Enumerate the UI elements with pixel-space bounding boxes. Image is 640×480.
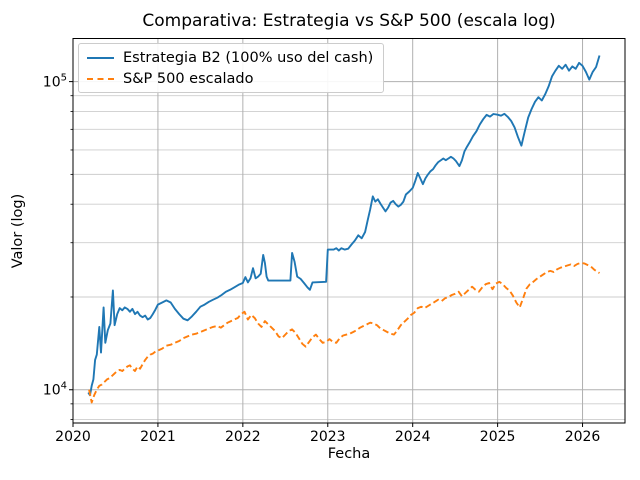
series-line-strategy <box>87 55 601 397</box>
x-tick-label: 2023 <box>310 429 346 445</box>
x-tick-label: 2024 <box>395 429 431 445</box>
legend-label-strategy: Estrategia B2 (100% uso del cash) <box>123 49 374 66</box>
y-tick-label: 105 <box>43 73 67 91</box>
x-tick-label: 2022 <box>225 429 261 445</box>
legend-line-strategy-icon <box>87 56 114 59</box>
x-tick-label: 2021 <box>140 429 176 445</box>
plot-border <box>72 38 626 424</box>
y-axis-label: Valor (log) <box>10 193 26 269</box>
x-tick-label: 2025 <box>480 429 516 445</box>
legend-entry-strategy: Estrategia B2 (100% uso del cash) <box>87 47 373 68</box>
x-tick-label: 2026 <box>565 429 601 445</box>
y-tick-label: 104 <box>43 381 67 399</box>
chart-title: Comparativa: Estrategia vs S&P 500 (esca… <box>142 11 556 31</box>
x-tick-label: 2020 <box>55 429 91 445</box>
legend-label-sp500: S&P 500 escalado <box>123 70 254 87</box>
legend-line-sp500-icon <box>87 77 114 80</box>
series-line-sp500 <box>88 261 601 404</box>
legend-entry-sp500: S&P 500 escalado <box>87 68 373 89</box>
x-axis-label: Fecha <box>327 446 371 462</box>
legend: Estrategia B2 (100% uso del cash) S&P 50… <box>78 43 385 93</box>
